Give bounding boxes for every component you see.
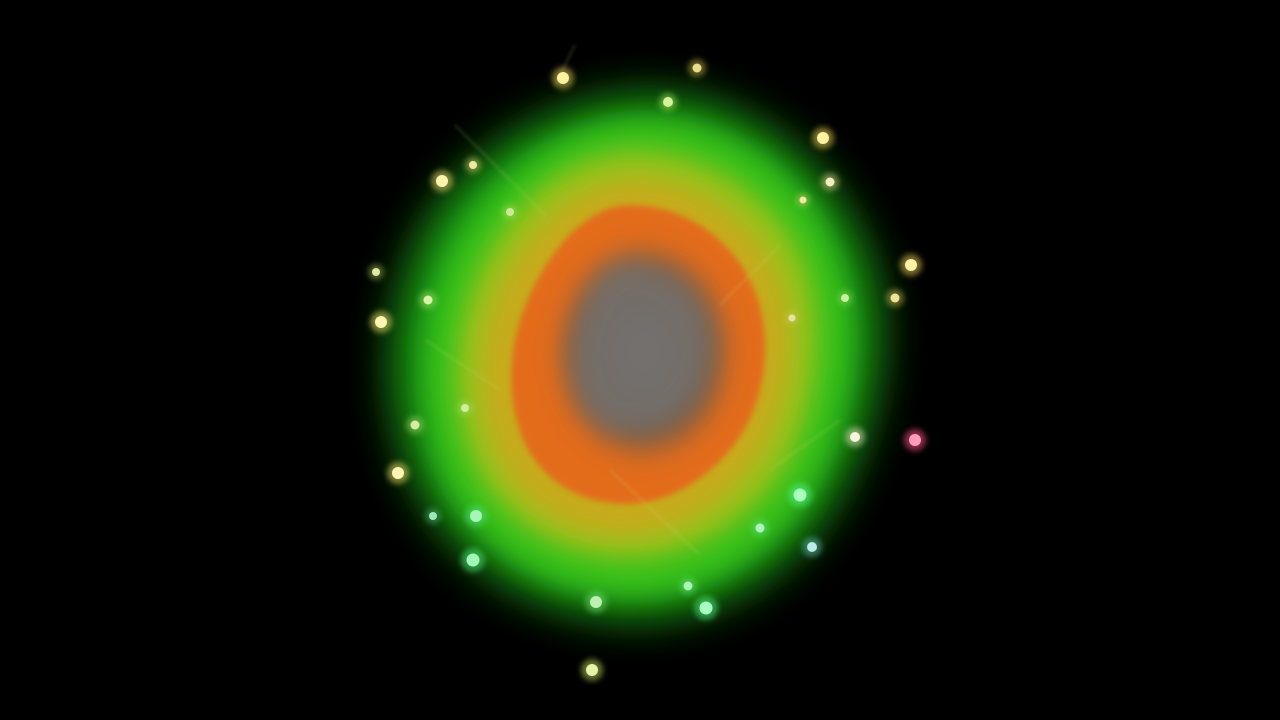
particle-green [802,537,822,557]
particle-green [751,519,769,537]
particle-green [788,483,812,507]
particle-yellow [900,254,922,276]
particle-green [465,505,487,527]
particle-green [837,290,853,306]
particle-yellow [431,170,453,192]
particle-green [659,93,677,111]
light-streaks [424,44,841,556]
grey-core [551,240,737,465]
particle-yellow [845,427,865,447]
particle-yellow [886,289,904,307]
particle-green [457,400,473,416]
particle-pink [904,429,926,451]
particle-yellow [581,659,603,681]
particle-yellow [812,127,834,149]
particle-green [585,591,607,613]
particles [368,59,926,681]
particle-green [694,596,718,620]
particle-yellow [785,311,799,325]
particle-yellow [370,311,392,333]
particle-yellow [821,173,839,191]
particle-yellow [552,67,574,89]
particle-green [419,291,437,309]
particle-yellow [796,193,810,207]
particle-yellow [368,264,384,280]
particle-green [425,508,441,524]
particle-yellow [688,59,706,77]
particle-green [679,577,697,595]
particle-green [461,548,485,572]
particle-green [502,204,518,220]
particle-yellow [387,462,409,484]
particle-yellow [465,157,481,173]
particle-green [406,416,424,434]
